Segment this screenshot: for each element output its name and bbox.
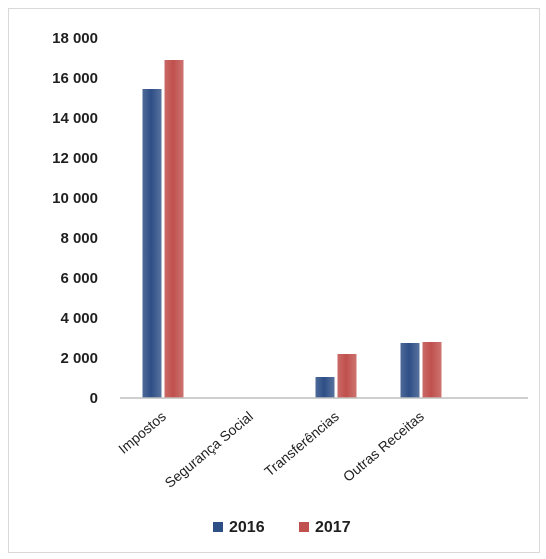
bar-2016-0: [142, 89, 162, 398]
y-tick-label: 4 000: [60, 310, 98, 327]
y-tick-label: 14 000: [52, 110, 98, 127]
bar-2016-3: [400, 343, 420, 398]
bar-2017-2: [337, 354, 357, 398]
y-axis-ticks: 0 2 000 4 000 6 000 8 000 10 000 12 000 14 000 1…: [52, 30, 98, 407]
y-tick-label: 6 000: [60, 270, 98, 287]
x-tick-label: Impostos: [115, 408, 169, 457]
y-tick-label: 8 000: [60, 230, 98, 247]
y-tick-label: 2 000: [60, 350, 98, 367]
bar-2017-3: [422, 342, 442, 398]
bar-2016-2: [315, 377, 335, 398]
legend-swatch-2016: [213, 522, 223, 532]
y-tick-label: 10 000: [52, 190, 98, 207]
chart-frame: [8, 8, 540, 553]
legend: 2016 2017: [213, 519, 351, 536]
legend-swatch-2017: [299, 522, 309, 532]
bar-2017-0: [164, 60, 184, 398]
y-tick-label: 18 000: [52, 30, 98, 47]
legend-label-2017: 2017: [315, 519, 351, 536]
y-tick-label: 12 000: [52, 150, 98, 167]
y-tick-label: 0: [90, 390, 98, 407]
y-tick-label: 16 000: [52, 70, 98, 87]
bars: [142, 60, 442, 398]
x-tick-label: Outras Receitas: [340, 408, 427, 485]
x-tick-label: Segurança Social: [162, 408, 256, 491]
x-tick-label: Transferências: [261, 408, 342, 479]
legend-label-2016: 2016: [229, 519, 265, 536]
